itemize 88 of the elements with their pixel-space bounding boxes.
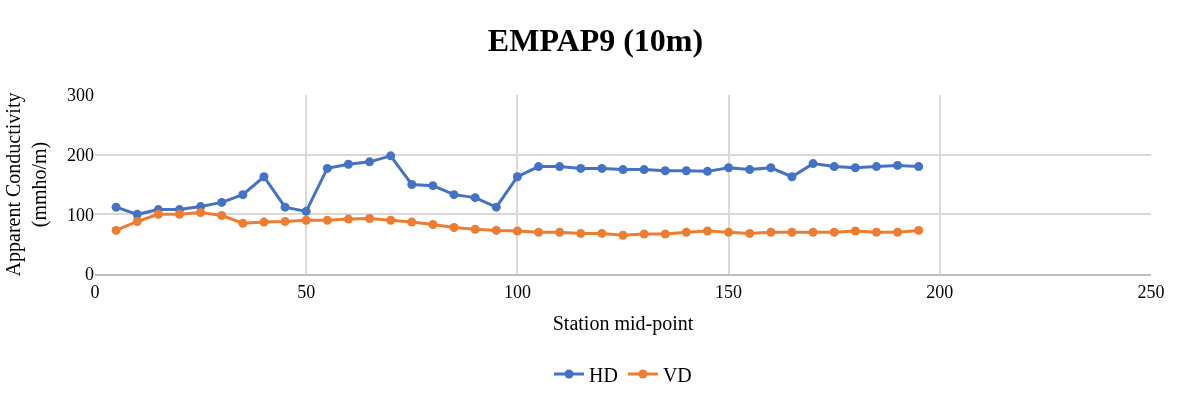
x-tick-label: 200	[926, 281, 954, 302]
point	[174, 209, 184, 219]
point	[871, 162, 881, 172]
point	[534, 162, 544, 172]
point	[576, 163, 586, 173]
point	[534, 227, 544, 237]
point	[576, 228, 586, 238]
point	[343, 214, 353, 224]
point	[512, 172, 522, 182]
legend-label: VD	[662, 363, 692, 386]
point	[639, 165, 649, 175]
point	[238, 218, 248, 228]
point	[111, 225, 121, 235]
chart-title: EMPAP9 (10m)	[487, 21, 704, 58]
point	[470, 224, 480, 234]
point	[829, 227, 839, 237]
x-tick-label: 250	[1137, 281, 1165, 302]
point	[365, 157, 375, 167]
point	[702, 166, 712, 176]
point	[871, 227, 881, 237]
point	[745, 228, 755, 238]
point	[280, 216, 290, 226]
point	[491, 225, 501, 235]
x-tick-label: 150	[715, 281, 743, 302]
point	[153, 209, 163, 219]
point	[787, 172, 797, 182]
point	[259, 172, 269, 182]
point	[555, 162, 565, 172]
point	[386, 215, 396, 225]
point	[407, 180, 417, 189]
point	[808, 159, 818, 169]
point	[322, 163, 332, 173]
point	[428, 181, 438, 191]
point	[850, 163, 860, 173]
point	[597, 228, 607, 238]
point	[280, 202, 290, 212]
point	[196, 208, 206, 218]
point	[766, 227, 776, 237]
point	[132, 216, 142, 226]
point	[702, 226, 712, 236]
y-tick-label: 100	[67, 204, 94, 225]
point	[301, 206, 311, 216]
point	[512, 226, 522, 236]
point	[322, 215, 332, 225]
x-axis-title: Station mid-point	[552, 311, 694, 335]
point	[893, 227, 903, 237]
point	[893, 160, 903, 170]
point	[217, 197, 227, 207]
point	[618, 165, 628, 175]
point	[555, 227, 565, 237]
x-tick-label: 100	[503, 281, 531, 302]
y-axis-title: Apparent Conductivity (mmho/m)	[1, 92, 51, 277]
point	[618, 230, 628, 240]
point	[343, 159, 353, 169]
y-tick-label: 200	[67, 144, 94, 165]
point	[787, 227, 797, 237]
x-tick-label: 50	[297, 281, 316, 302]
point	[238, 190, 248, 200]
point	[829, 162, 839, 172]
point	[745, 165, 755, 175]
point	[681, 227, 691, 237]
point	[914, 162, 924, 172]
point	[386, 151, 396, 161]
point	[808, 227, 818, 237]
point	[914, 225, 924, 235]
point	[449, 222, 459, 232]
point	[724, 163, 734, 173]
point	[850, 226, 860, 236]
point	[111, 202, 121, 212]
y-tick-label: 300	[67, 85, 94, 106]
point	[491, 202, 501, 212]
point	[681, 166, 691, 176]
point	[428, 219, 438, 229]
point	[597, 163, 607, 173]
y-tick-label: 0	[85, 264, 94, 285]
point	[217, 211, 227, 221]
point	[766, 163, 776, 173]
point	[660, 229, 670, 239]
point	[407, 217, 417, 227]
legend-label: HD	[589, 363, 618, 386]
point	[301, 215, 311, 225]
point	[449, 190, 459, 200]
point	[660, 166, 670, 176]
point	[724, 227, 734, 237]
point	[639, 229, 649, 239]
point	[259, 217, 269, 227]
point	[365, 214, 375, 224]
point	[470, 193, 480, 203]
